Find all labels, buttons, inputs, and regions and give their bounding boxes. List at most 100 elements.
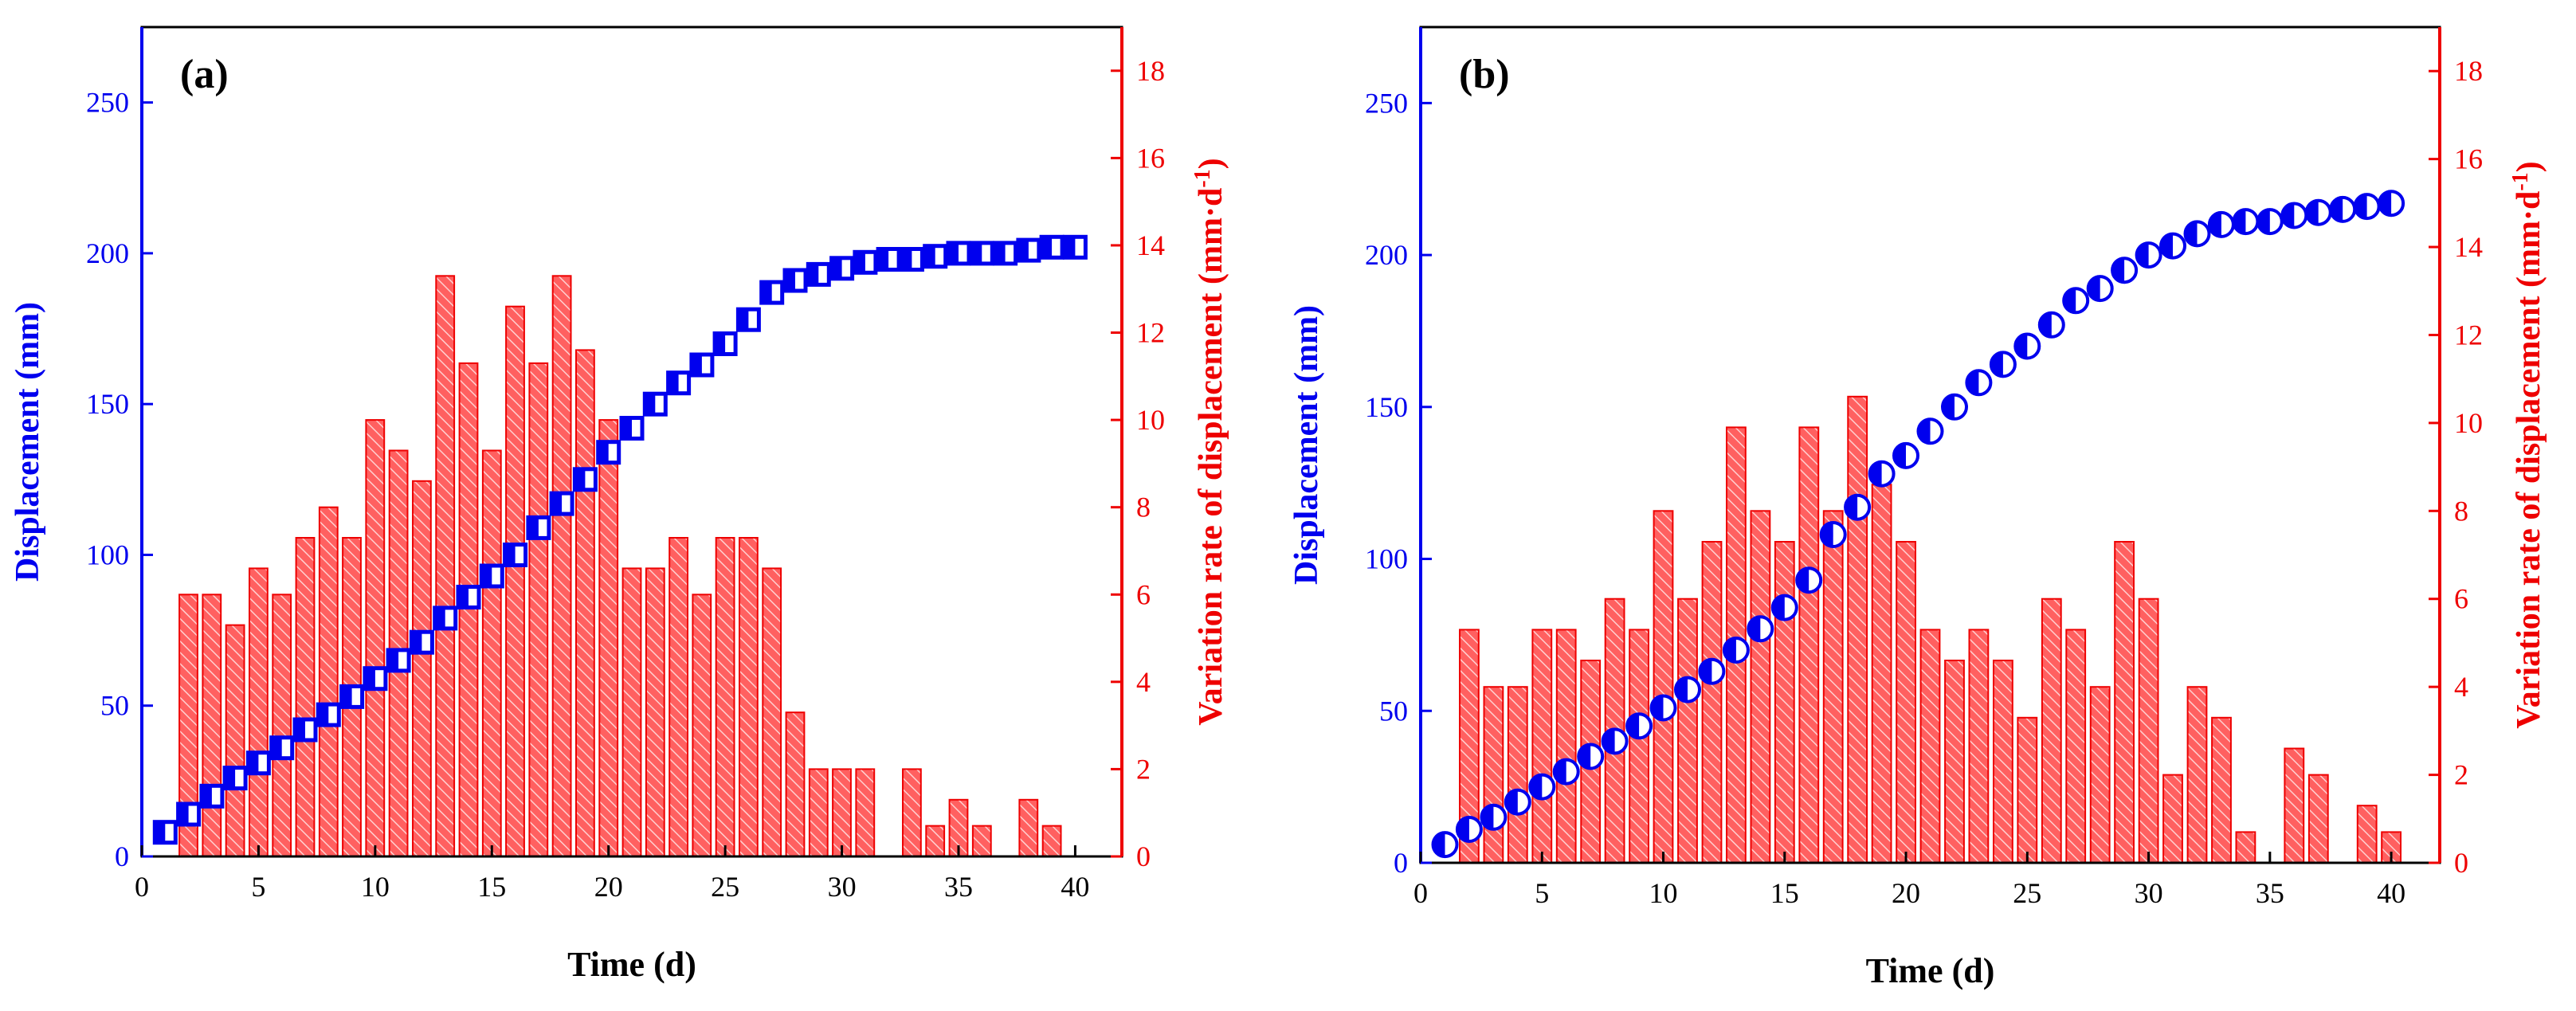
marker-fill — [1990, 352, 2003, 377]
marker-fill — [504, 544, 516, 566]
marker-fill — [1772, 595, 1785, 620]
rate-bar — [1483, 686, 1504, 864]
y-left-tick-label: 250 — [86, 87, 129, 119]
displacement-point — [1601, 727, 1629, 755]
displacement-point — [409, 629, 434, 655]
marker-fill — [1797, 568, 1809, 593]
displacement-point — [1674, 676, 1701, 703]
rate-bar — [598, 419, 619, 857]
marker-fill — [341, 686, 352, 707]
y-right-tick-label: 18 — [1136, 55, 1165, 87]
rate-bar — [1919, 629, 1941, 864]
displacement-point — [993, 241, 1018, 266]
displacement-points-a — [152, 234, 1088, 845]
x-tick-label: 35 — [944, 871, 973, 903]
marker-fill — [1530, 774, 1543, 799]
y-left-tick-label: 0 — [115, 841, 129, 872]
marker-fill — [691, 355, 702, 375]
marker-fill — [994, 242, 1006, 264]
displacement-point — [1819, 521, 1847, 548]
y-left-tick-label: 100 — [1365, 543, 1408, 575]
marker-fill — [715, 333, 726, 355]
rate-bar — [295, 537, 316, 857]
y-left-tick-label: 200 — [1365, 239, 1408, 271]
rate-bar — [2114, 541, 2135, 864]
rate-bar — [2211, 716, 2232, 864]
x-tick-label: 20 — [1892, 877, 1920, 909]
marker-fill — [1966, 370, 1979, 395]
displacement-point — [269, 735, 295, 761]
displacement-point — [503, 543, 528, 567]
rate-bar — [855, 768, 876, 858]
displacement-point — [666, 370, 692, 396]
displacement-point — [1649, 694, 1677, 722]
y-axis-right-label-b: Variation rate of displacement (mm·d-1) — [2508, 161, 2548, 728]
y-right-tick-label: 14 — [1136, 229, 1165, 261]
marker-fill — [785, 270, 795, 291]
marker-fill — [1845, 495, 1858, 519]
y-left-tick-label: 250 — [1365, 87, 1408, 119]
displacement-point — [1480, 803, 1508, 831]
displacement-point — [2135, 241, 2162, 269]
marker-fill — [1918, 419, 1931, 444]
rate-bar — [1944, 660, 1965, 864]
displacement-point — [899, 247, 924, 272]
marker-fill — [1943, 394, 1955, 419]
marker-fill — [761, 282, 772, 304]
displacement-point — [1868, 460, 1896, 488]
marker-fill — [271, 737, 282, 758]
ticks-b: 0 5 10 15 20 25 30 35 40 0 50 100 150 200 250 0 2 4 6 8 10 12… — [1365, 55, 2483, 909]
rate-bar — [225, 624, 245, 857]
marker-fill — [2161, 233, 2173, 258]
displacement-point — [2159, 232, 2186, 260]
marker-fill — [1869, 461, 1882, 486]
displacement-point — [1965, 369, 1993, 397]
displacement-point — [619, 416, 645, 441]
displacement-point — [2232, 208, 2260, 236]
y-right-tick-label: 18 — [2454, 55, 2483, 87]
displacement-point — [689, 352, 715, 378]
rate-bar — [505, 305, 525, 857]
y-axis-right-label-a: Variation rate of displacement (mm·d-1) — [1190, 158, 1230, 725]
rate-bar — [1774, 541, 1795, 864]
displacement-points-b — [1431, 190, 2405, 859]
marker-fill — [527, 517, 539, 539]
displacement-point — [2183, 220, 2211, 248]
displacement-point — [1062, 234, 1088, 260]
rate-bar — [2041, 598, 2062, 864]
displacement-point — [2378, 190, 2405, 217]
rate-bar — [2138, 598, 2159, 864]
x-tick-label: 30 — [828, 871, 857, 903]
y-left-tick-label: 50 — [1379, 695, 1408, 727]
y-axis-left-label-b: Displacement (mm) — [1288, 305, 1325, 585]
rate-bar — [1896, 541, 1916, 864]
y-right-tick-label: 8 — [2454, 495, 2468, 527]
rate-bar — [621, 567, 642, 858]
marker-fill — [1748, 617, 1761, 641]
y-right-tick-label: 4 — [2454, 671, 2468, 703]
marker-fill — [971, 242, 982, 264]
y-left-tick-label: 150 — [1365, 391, 1408, 423]
rate-bar — [1822, 510, 1844, 864]
displacement-point — [2329, 195, 2357, 223]
displacement-point — [2280, 202, 2308, 229]
displacement-point — [1577, 743, 1605, 770]
marker-fill — [2136, 243, 2149, 268]
marker-fill — [2257, 210, 2270, 234]
marker-fill — [854, 252, 865, 273]
displacement-point — [1892, 441, 1919, 469]
displacement-point — [199, 783, 225, 809]
x-tick-label: 0 — [135, 871, 149, 903]
marker-fill — [1433, 833, 1445, 857]
x-tick-label: 5 — [251, 871, 265, 903]
rate-bar — [1041, 825, 1062, 857]
marker-fill — [1651, 696, 1664, 720]
displacement-point — [292, 717, 318, 743]
y-right-tick-label: 10 — [2454, 407, 2483, 439]
displacement-point — [2086, 275, 2114, 303]
marker-fill — [901, 249, 912, 270]
y-right-tick-label: 2 — [2454, 759, 2468, 791]
displacement-point — [1698, 657, 1726, 685]
rate-bar — [669, 537, 689, 857]
rate-bar — [1653, 510, 1674, 864]
